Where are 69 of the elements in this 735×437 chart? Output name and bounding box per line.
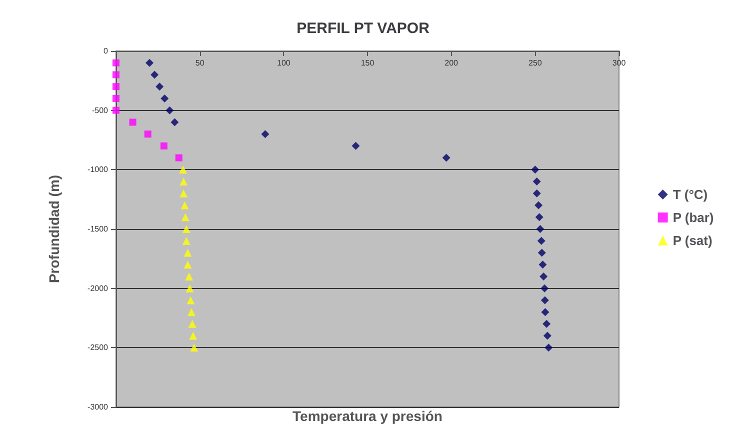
point: [541, 308, 550, 316]
point: [352, 142, 360, 150]
legend-label: P (sat): [672, 233, 712, 248]
point: [150, 70, 159, 79]
point: [112, 83, 120, 90]
y-axis-title: Profundidad (m): [46, 174, 62, 284]
y-tick-label: -2000: [88, 284, 109, 293]
point: [188, 320, 196, 328]
y-tick-label: -500: [92, 106, 109, 115]
point: [182, 225, 190, 233]
point: [186, 284, 194, 292]
y-tick-label: 0: [104, 46, 109, 56]
point: [179, 166, 188, 174]
x-tick-label: 250: [528, 58, 542, 68]
point: [542, 320, 551, 328]
y-tick-label: -3000: [88, 402, 109, 412]
point: [184, 260, 192, 269]
point: [112, 59, 120, 66]
x-tick-label: 200: [444, 58, 459, 68]
point: [129, 118, 136, 126]
y-tick-label: -1000: [88, 165, 109, 174]
point: [184, 248, 192, 257]
point: [144, 130, 152, 138]
point: [532, 178, 541, 186]
point: [540, 284, 549, 292]
point: [186, 296, 195, 304]
x-tick-label: 150: [360, 58, 375, 68]
point: [261, 130, 270, 138]
point: [156, 82, 164, 91]
point: [540, 272, 548, 280]
x-tick-label: 100: [276, 58, 291, 68]
point: [543, 332, 552, 340]
point: [187, 308, 196, 316]
point: [180, 178, 188, 186]
point: [538, 248, 546, 257]
point: [181, 213, 190, 222]
legend-label: T (°C): [672, 187, 708, 202]
point: [189, 332, 198, 340]
point: [532, 189, 541, 198]
point: [190, 344, 198, 352]
point: [166, 106, 174, 114]
legend-label: P (bar): [672, 210, 714, 225]
x-tick-label: 300: [612, 58, 626, 68]
y-tick-label: -2500: [88, 343, 109, 352]
point: [160, 142, 168, 150]
chart-title: PERFIL PT VAPOR: [296, 20, 430, 37]
point: [182, 236, 190, 245]
point: [170, 118, 179, 126]
y-tick-label: -1500: [88, 224, 109, 234]
point: [534, 201, 543, 210]
point: [180, 189, 188, 198]
point: [537, 236, 546, 245]
point: [175, 154, 182, 162]
point: [536, 225, 544, 233]
x-tick-label: 50: [195, 58, 205, 68]
point: [112, 106, 120, 114]
point: [544, 344, 553, 352]
point: [538, 260, 547, 269]
point: [535, 213, 544, 222]
point: [442, 154, 450, 162]
point: [180, 201, 189, 210]
point: [112, 71, 120, 78]
point: [540, 296, 549, 304]
point: [112, 94, 120, 102]
point: [146, 58, 154, 67]
x-axis-title: Temperatura y presión: [292, 408, 442, 424]
point: [185, 272, 194, 280]
point: [160, 94, 169, 102]
point: [531, 166, 540, 174]
